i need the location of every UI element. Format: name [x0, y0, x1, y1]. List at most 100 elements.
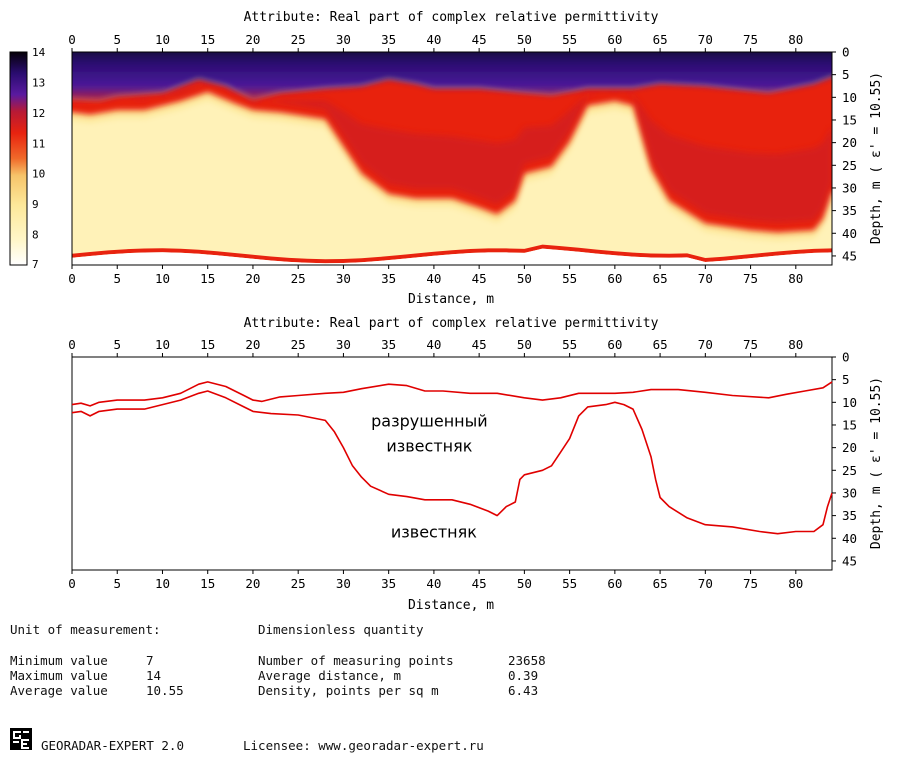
- heatmap-intermediate-dark-zone: [72, 82, 832, 223]
- x-tick-label-bottom: 80: [788, 576, 803, 591]
- y-tick-label: 10: [842, 395, 857, 410]
- max-label: Maximum value: [10, 668, 108, 683]
- x-tick-label-bottom: 45: [472, 576, 487, 591]
- x-tick-label-bottom: 65: [653, 576, 668, 591]
- x-tick-label-top: 35: [381, 337, 396, 352]
- colorbar-tick-label: 9: [32, 198, 39, 211]
- x-tick-label-top: 65: [653, 337, 668, 352]
- y-tick-label: 40: [842, 226, 857, 241]
- heatmap-plot-area: [72, 52, 832, 265]
- x-tick-label-top: 50: [517, 32, 532, 47]
- line-chart: Attribute: Real part of complex relative…: [68, 316, 884, 612]
- max-value: 14: [146, 668, 162, 683]
- y-ticks: 0 5 10 15 20 25 30 35 40 45: [832, 45, 857, 263]
- x-tick-label-top: 80: [788, 337, 803, 352]
- y-tick-label: 20: [842, 440, 857, 455]
- heatmap-deep-zone: [72, 100, 832, 265]
- x-ticks-top: 0 5 10 15 20 25 30 35 40 45 50 55 60 65 70 75 80: [68, 32, 803, 52]
- annotation-label: известняк: [391, 522, 477, 541]
- unit-value: Dimensionless quantity: [258, 622, 424, 637]
- x-tick-label-bottom: 70: [698, 576, 713, 591]
- x-tick-label-bottom: 35: [381, 271, 396, 286]
- footer: GEORADAR-EXPERT 2.0 Licensee: www.georad…: [10, 728, 570, 753]
- georadar-logo-icon: [10, 728, 32, 750]
- x-tick-label-top: 5: [113, 337, 121, 352]
- chart1-ylabel: Depth, m ( ε' = 10.55): [869, 72, 884, 244]
- x-tick-label-top: 45: [472, 32, 487, 47]
- colorbar-gradient: [9, 51, 28, 266]
- unit-label: Unit of measurement:: [10, 622, 161, 637]
- points-label: Number of measuring points: [258, 653, 454, 668]
- x-tick-label-bottom: 15: [200, 576, 215, 591]
- chart1-xlabel: Distance, m: [408, 292, 494, 307]
- y-tick-label: 15: [842, 417, 857, 432]
- x-tick-label-top: 75: [743, 32, 758, 47]
- x-tick-label-top: 70: [698, 32, 713, 47]
- x-tick-label-bottom: 70: [698, 271, 713, 286]
- y-tick-label: 0: [842, 350, 850, 365]
- density-value: 6.43: [508, 683, 539, 698]
- x-tick-label-bottom: 75: [743, 271, 758, 286]
- colorbar-tick-label: 8: [32, 229, 39, 242]
- x-tick-label-bottom: 50: [517, 271, 532, 286]
- colorbar-ticks: 14 13 12 11 10 9 8 7: [32, 46, 46, 271]
- min-value: 7: [146, 653, 154, 668]
- colorbar-tick-label: 14: [32, 46, 46, 59]
- x-tick-label-bottom: 20: [245, 576, 260, 591]
- y-tick-label: 25: [842, 463, 857, 478]
- x-tick-label-bottom: 10: [155, 271, 170, 286]
- x-tick-label-bottom: 80: [788, 271, 803, 286]
- x-tick-label-top: 15: [200, 337, 215, 352]
- x-tick-label-top: 5: [113, 32, 121, 47]
- distance-label: Average distance, m: [258, 668, 401, 683]
- x-tick-label-bottom: 5: [113, 576, 121, 591]
- x-tick-label-bottom: 65: [653, 271, 668, 286]
- x-tick-label-top: 20: [245, 32, 260, 47]
- x-tick-label-bottom: 15: [200, 271, 215, 286]
- x-tick-label-bottom: 45: [472, 271, 487, 286]
- x-tick-label-top: 75: [743, 337, 758, 352]
- annotation-label: разрушенный: [371, 411, 488, 430]
- colorbar: 14 13 12 11 10 9 8 7: [9, 46, 46, 271]
- y-tick-label: 15: [842, 112, 857, 127]
- x-tick-label-top: 80: [788, 32, 803, 47]
- x-ticks-top: 0 5 10 15 20 25 30 35 40 45 50 55 60 65 70 75 80: [68, 337, 803, 357]
- x-tick-label-top: 30: [336, 337, 351, 352]
- x-tick-label-bottom: 5: [113, 271, 121, 286]
- y-tick-label: 35: [842, 508, 857, 523]
- boundary-line-2: [71, 390, 833, 535]
- y-tick-label: 5: [842, 372, 850, 387]
- x-tick-label-top: 40: [426, 337, 441, 352]
- density-label: Density, points per sq m: [258, 683, 439, 698]
- x-tick-label-top: 25: [291, 32, 306, 47]
- x-tick-label-top: 25: [291, 337, 306, 352]
- x-tick-label-top: 0: [68, 337, 76, 352]
- annotations: разрушенный известняк известняк: [371, 411, 488, 541]
- x-tick-label-bottom: 10: [155, 576, 170, 591]
- heatmap-top-zone: [72, 52, 832, 101]
- x-tick-label-bottom: 0: [68, 271, 76, 286]
- average-value: 10.55: [146, 683, 184, 698]
- x-tick-label-bottom: 75: [743, 576, 758, 591]
- heatmap-bottom-rim: [72, 244, 832, 264]
- distance-value: 0.39: [508, 668, 539, 683]
- x-tick-label-top: 0: [68, 32, 76, 47]
- x-ticks-bottom: 0 5 10 15 20 25 30 35 40 45 50 55 60 65 70 75 80: [68, 570, 803, 591]
- x-tick-label-bottom: 25: [291, 576, 306, 591]
- x-ticks-bottom: 0 5 10 15 20 25 30 35 40 45 50 55 60 65 70 75 80: [68, 265, 803, 286]
- x-tick-label-bottom: 35: [381, 576, 396, 591]
- x-tick-label-top: 10: [155, 32, 170, 47]
- y-tick-label: 10: [842, 90, 857, 105]
- y-tick-label: 45: [842, 553, 857, 568]
- x-tick-label-bottom: 55: [562, 271, 577, 286]
- x-tick-label-bottom: 50: [517, 576, 532, 591]
- x-tick-label-top: 60: [607, 32, 622, 47]
- min-label: Minimum value: [10, 653, 108, 668]
- x-tick-label-top: 40: [426, 32, 441, 47]
- x-tick-label-bottom: 40: [426, 576, 441, 591]
- y-tick-label: 25: [842, 158, 857, 173]
- x-tick-label-bottom: 30: [336, 576, 351, 591]
- x-tick-label-bottom: 40: [426, 271, 441, 286]
- y-tick-label: 30: [842, 485, 857, 500]
- colorbar-tick-label: 11: [32, 137, 45, 150]
